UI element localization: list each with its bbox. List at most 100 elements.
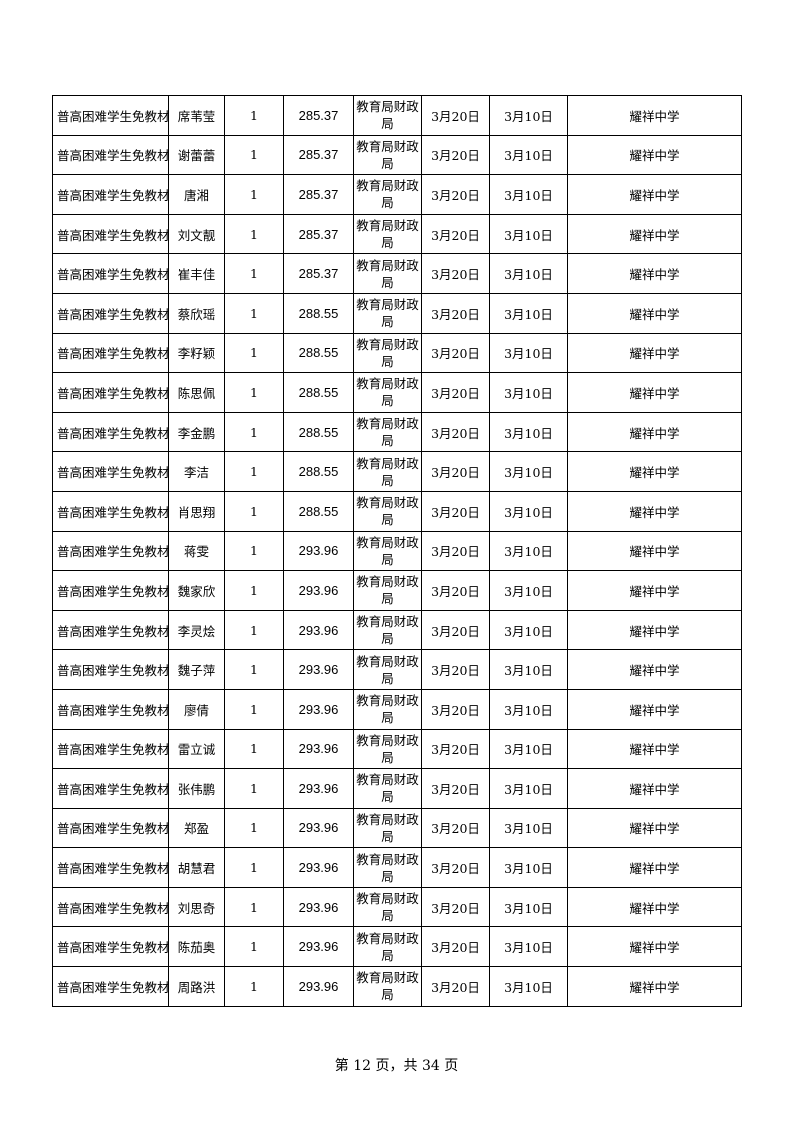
org-cell: 教育局财政局 <box>353 768 422 809</box>
school-cell: 耀祥中学 <box>567 411 742 453</box>
school-cell: 耀祥中学 <box>567 966 742 1007</box>
amount-cell: 288.55 <box>283 372 354 413</box>
item-cell: 普高困难学生免教材 <box>52 134 169 176</box>
amount-cell: 288.55 <box>283 451 354 492</box>
table-row: 普高困难学生免教材 谢蕾蕾 1 285.37 教育局财政局 3月20日 3月10日 耀祥中学 <box>52 134 742 176</box>
amount-cell: 293.96 <box>283 570 354 611</box>
amount-cell: 288.55 <box>283 411 354 453</box>
school-cell: 耀祥中学 <box>567 134 742 176</box>
count-cell: 1 <box>224 530 284 572</box>
amount-cell: 293.96 <box>283 926 354 968</box>
count-cell: 1 <box>224 847 284 888</box>
date1-cell: 3月20日 <box>421 609 490 651</box>
table-row: 普高困难学生免教材 崔丰佳 1 285.37 教育局财政局 3月20日 3月10日 耀祥中学 <box>52 253 742 294</box>
date1-cell: 3月20日 <box>421 174 490 215</box>
name-cell: 李洁 <box>168 451 225 492</box>
date2-cell: 3月10日 <box>489 728 568 770</box>
org-cell: 教育局财政局 <box>353 213 422 255</box>
date2-cell: 3月10日 <box>489 253 568 294</box>
table-row: 普高困难学生免教材 雷立诚 1 293.96 教育局财政局 3月20日 3月10日 耀祥中学 <box>52 728 742 770</box>
amount-cell: 288.55 <box>283 332 354 374</box>
count-cell: 1 <box>224 926 284 968</box>
amount-cell: 285.37 <box>283 213 354 255</box>
item-cell: 普高困难学生免教材 <box>52 451 169 492</box>
amount-cell: 293.96 <box>283 649 354 690</box>
date2-cell: 3月10日 <box>489 609 568 651</box>
table-row: 普高困难学生免教材 周路洪 1 293.96 教育局财政局 3月20日 3月10日 耀祥中学 <box>52 966 742 1007</box>
date2-cell: 3月10日 <box>489 372 568 413</box>
count-cell: 1 <box>224 609 284 651</box>
amount-cell: 293.96 <box>283 807 354 849</box>
school-cell: 耀祥中学 <box>567 609 742 651</box>
date1-cell: 3月20日 <box>421 649 490 690</box>
org-cell: 教育局财政局 <box>353 530 422 572</box>
amount-cell: 293.96 <box>283 768 354 809</box>
date2-cell: 3月10日 <box>489 451 568 492</box>
date2-cell: 3月10日 <box>489 411 568 453</box>
item-cell: 普高困难学生免教材 <box>52 411 169 453</box>
data-table: 普高困难学生免教材 席苇莹 1 285.37 教育局财政局 3月20日 3月10日 耀祥中学普… <box>52 95 742 1007</box>
org-cell: 教育局财政局 <box>353 490 422 532</box>
date2-cell: 3月10日 <box>489 174 568 215</box>
date1-cell: 3月20日 <box>421 966 490 1007</box>
date1-cell: 3月20日 <box>421 253 490 294</box>
school-cell: 耀祥中学 <box>567 570 742 611</box>
table-body: 普高困难学生免教材 席苇莹 1 285.37 教育局财政局 3月20日 3月10日 耀祥中学普… <box>52 95 742 1007</box>
date1-cell: 3月20日 <box>421 451 490 492</box>
table-row: 普高困难学生免教材 席苇莹 1 285.37 教育局财政局 3月20日 3月10日 耀祥中学 <box>52 95 742 136</box>
date1-cell: 3月20日 <box>421 292 490 334</box>
table-row: 普高困难学生免教材 蔡欣瑶 1 288.55 教育局财政局 3月20日 3月10日 耀祥中学 <box>52 292 742 334</box>
item-cell: 普高困难学生免教材 <box>52 490 169 532</box>
table-row: 普高困难学生免教材 肖思翔 1 288.55 教育局财政局 3月20日 3月10日 耀祥中学 <box>52 490 742 532</box>
date1-cell: 3月20日 <box>421 411 490 453</box>
amount-cell: 293.96 <box>283 688 354 730</box>
school-cell: 耀祥中学 <box>567 372 742 413</box>
item-cell: 普高困难学生免教材 <box>52 332 169 374</box>
page-footer: 第 12 页，共 34 页 <box>334 1058 459 1074</box>
org-cell: 教育局财政局 <box>353 926 422 968</box>
count-cell: 1 <box>224 966 284 1007</box>
item-cell: 普高困难学生免教材 <box>52 768 169 809</box>
item-cell: 普高困难学生免教材 <box>52 372 169 413</box>
date2-cell: 3月10日 <box>489 966 568 1007</box>
item-cell: 普高困难学生免教材 <box>52 253 169 294</box>
count-cell: 1 <box>224 372 284 413</box>
school-cell: 耀祥中学 <box>567 213 742 255</box>
table-row: 普高困难学生免教材 刘文靓 1 285.37 教育局财政局 3月20日 3月10日 耀祥中学 <box>52 213 742 255</box>
org-cell: 教育局财政局 <box>353 372 422 413</box>
table-row: 普高困难学生免教材 张伟鹏 1 293.96 教育局财政局 3月20日 3月10日 耀祥中学 <box>52 768 742 809</box>
count-cell: 1 <box>224 807 284 849</box>
org-cell: 教育局财政局 <box>353 292 422 334</box>
school-cell: 耀祥中学 <box>567 490 742 532</box>
table-row: 普高困难学生免教材 李籽颖 1 288.55 教育局财政局 3月20日 3月10日 耀祥中学 <box>52 332 742 374</box>
count-cell: 1 <box>224 768 284 809</box>
school-cell: 耀祥中学 <box>567 688 742 730</box>
school-cell: 耀祥中学 <box>567 530 742 572</box>
count-cell: 1 <box>224 451 284 492</box>
name-cell: 李籽颖 <box>168 332 225 374</box>
count-cell: 1 <box>224 332 284 374</box>
amount-cell: 288.55 <box>283 292 354 334</box>
org-cell: 教育局财政局 <box>353 649 422 690</box>
school-cell: 耀祥中学 <box>567 847 742 888</box>
org-cell: 教育局财政局 <box>353 966 422 1007</box>
count-cell: 1 <box>224 728 284 770</box>
item-cell: 普高困难学生免教材 <box>52 570 169 611</box>
date1-cell: 3月20日 <box>421 134 490 176</box>
date2-cell: 3月10日 <box>489 490 568 532</box>
org-cell: 教育局财政局 <box>353 609 422 651</box>
item-cell: 普高困难学生免教材 <box>52 807 169 849</box>
table-row: 普高困难学生免教材 魏家欣 1 293.96 教育局财政局 3月20日 3月10日 耀祥中学 <box>52 570 742 611</box>
date1-cell: 3月20日 <box>421 886 490 928</box>
date2-cell: 3月10日 <box>489 332 568 374</box>
school-cell: 耀祥中学 <box>567 807 742 849</box>
count-cell: 1 <box>224 411 284 453</box>
date1-cell: 3月20日 <box>421 530 490 572</box>
amount-cell: 293.96 <box>283 966 354 1007</box>
date1-cell: 3月20日 <box>421 728 490 770</box>
school-cell: 耀祥中学 <box>567 95 742 136</box>
count-cell: 1 <box>224 95 284 136</box>
name-cell: 李灵烩 <box>168 609 225 651</box>
school-cell: 耀祥中学 <box>567 174 742 215</box>
table-row: 普高困难学生免教材 陈茄奥 1 293.96 教育局财政局 3月20日 3月10日 耀祥中学 <box>52 926 742 968</box>
